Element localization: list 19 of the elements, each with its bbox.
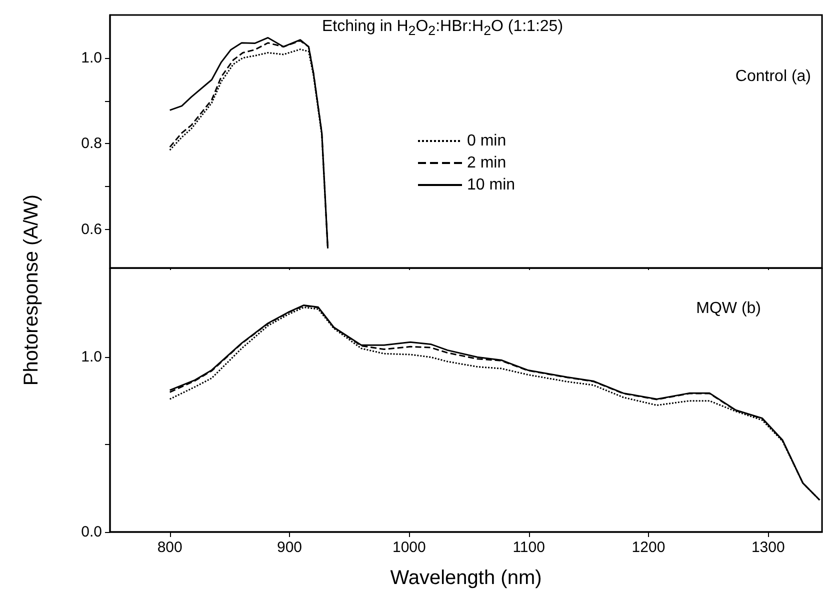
x-axis-title: Wavelength (nm) (390, 567, 542, 589)
y-tick-label: 1.0 (81, 49, 102, 66)
annotation: Control (a) (735, 68, 811, 86)
legend-label: 10 min (467, 176, 516, 194)
x-tick-label: 1000 (392, 539, 426, 556)
y-tick-label: 1.0 (81, 348, 102, 366)
x-tick-label: 1200 (632, 539, 666, 556)
y-tick-label: 0.6 (81, 220, 102, 238)
x-tick-label: 1300 (751, 539, 785, 556)
annotation: MQW (b) (696, 300, 761, 318)
y-tick-label: 0.8 (81, 135, 102, 152)
x-tick-label: 900 (276, 539, 302, 556)
legend-label: 0 min (467, 132, 506, 150)
y-tick-label: 0.0 (81, 524, 102, 540)
x-tick-label: 800 (157, 539, 182, 556)
legend-label: 2 min (467, 154, 506, 172)
annotation: Etching in H$_{2}$O$_{2}$:HBr:H$_{2}$O (1:1:25) (322, 18, 564, 38)
x-tick-label: 1100 (512, 539, 545, 556)
y-axis-title: Photoresponse (A/W) (20, 194, 44, 386)
